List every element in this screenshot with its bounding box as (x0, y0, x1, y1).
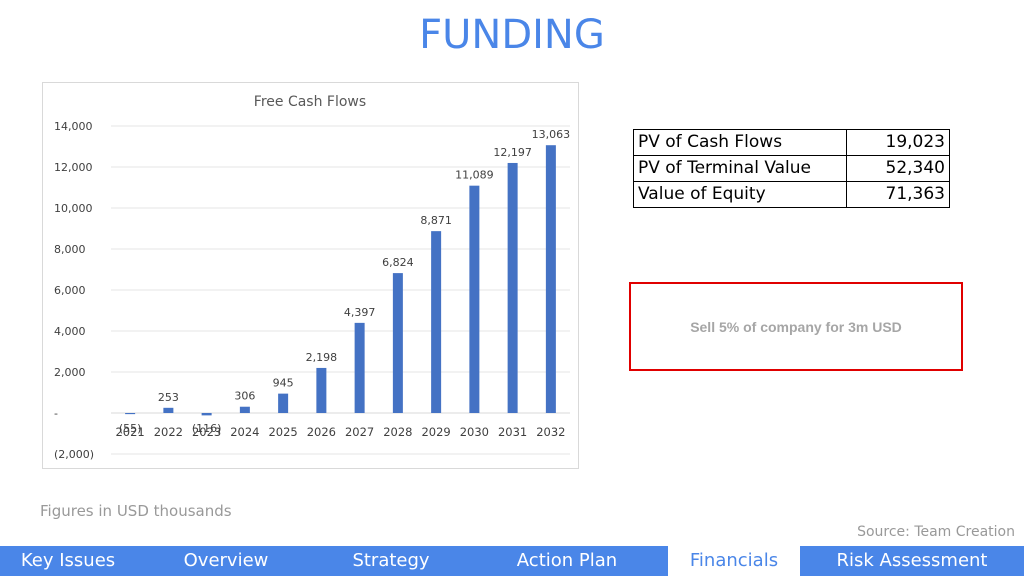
x-tick-label: 2028 (383, 425, 412, 439)
y-tick-label: 12,000 (54, 161, 93, 174)
bar (507, 162, 518, 413)
figures-note: Figures in USD thousands (40, 502, 232, 520)
tab-risk-assessment[interactable]: Risk Assessment (800, 546, 1024, 576)
table-cell-value: 52,340 (846, 155, 950, 182)
data-label: 945 (273, 377, 294, 390)
bar (431, 231, 442, 413)
table-cell-value: 71,363 (846, 181, 950, 208)
data-label: 12,197 (493, 146, 532, 159)
tab-strategy[interactable]: Strategy (316, 546, 466, 576)
x-tick-label: 2030 (460, 425, 489, 439)
data-label: 6,824 (382, 256, 414, 269)
valuation-table: PV of Cash Flows 19,023 PV of Terminal V… (633, 129, 950, 208)
data-label: 11,089 (455, 169, 494, 182)
bar (316, 367, 327, 413)
bar (469, 185, 480, 413)
bar (545, 145, 556, 413)
table-cell-label: PV of Cash Flows (633, 129, 847, 156)
bottom-nav: Key Issues Overview Strategy Action Plan… (0, 546, 1024, 576)
x-tick-label: 2032 (536, 425, 565, 439)
table-row: PV of Cash Flows 19,023 (633, 129, 950, 156)
tab-key-issues[interactable]: Key Issues (0, 546, 136, 576)
bar (163, 407, 174, 413)
y-tick-label: (2,000) (54, 448, 94, 461)
x-tick-label: 2024 (230, 425, 259, 439)
x-tick-label: 2026 (307, 425, 336, 439)
callout-text: Sell 5% of company for 3m USD (690, 318, 902, 335)
table-row: PV of Terminal Value 52,340 (633, 155, 950, 182)
bar (278, 393, 289, 413)
data-label: 13,063 (532, 128, 571, 141)
table-cell-label: PV of Terminal Value (633, 155, 847, 182)
x-tick-label: 2031 (498, 425, 527, 439)
x-tick-label: 2021 (115, 425, 144, 439)
y-tick-label: - (54, 407, 58, 420)
funding-callout: Sell 5% of company for 3m USD (629, 282, 963, 371)
data-label: 8,871 (420, 214, 452, 227)
x-tick-label: 2027 (345, 425, 374, 439)
x-tick-label: 2022 (154, 425, 183, 439)
page-title: FUNDING (419, 12, 605, 58)
y-tick-label: 4,000 (54, 325, 86, 338)
bar (239, 406, 250, 413)
table-cell-value: 19,023 (846, 129, 950, 156)
data-label: (116) (192, 422, 222, 435)
data-label: 2,198 (306, 351, 338, 364)
x-tick-label: 2025 (268, 425, 297, 439)
free-cash-flow-chart: Free Cash Flows 14,000 12,000 10,000 8,000 6,… (42, 82, 579, 469)
y-tick-label: 10,000 (54, 202, 93, 215)
bar (392, 273, 403, 413)
data-label: 4,397 (344, 306, 376, 319)
data-label: 306 (234, 390, 255, 403)
bar (354, 322, 365, 413)
tab-action-plan[interactable]: Action Plan (466, 546, 668, 576)
tab-overview[interactable]: Overview (136, 546, 316, 576)
chart-title: Free Cash Flows (254, 94, 366, 110)
bar (201, 413, 212, 416)
y-tick-label: 2,000 (54, 366, 86, 379)
data-label: (55) (119, 422, 142, 435)
y-tick-label: 6,000 (54, 284, 86, 297)
chart-svg: Free Cash Flows 14,000 12,000 10,000 8,000 6,… (54, 94, 571, 461)
table-row: Value of Equity 71,363 (633, 181, 950, 208)
bar (125, 413, 136, 415)
tab-financials[interactable]: Financials (668, 546, 800, 576)
x-tick-label: 2023 (192, 425, 221, 439)
x-tick-label: 2029 (421, 425, 450, 439)
table-cell-label: Value of Equity (633, 181, 847, 208)
source-note: Source: Team Creation (857, 524, 1015, 540)
y-tick-label: 14,000 (54, 120, 93, 133)
data-label: 253 (158, 391, 179, 404)
y-tick-label: 8,000 (54, 243, 86, 256)
